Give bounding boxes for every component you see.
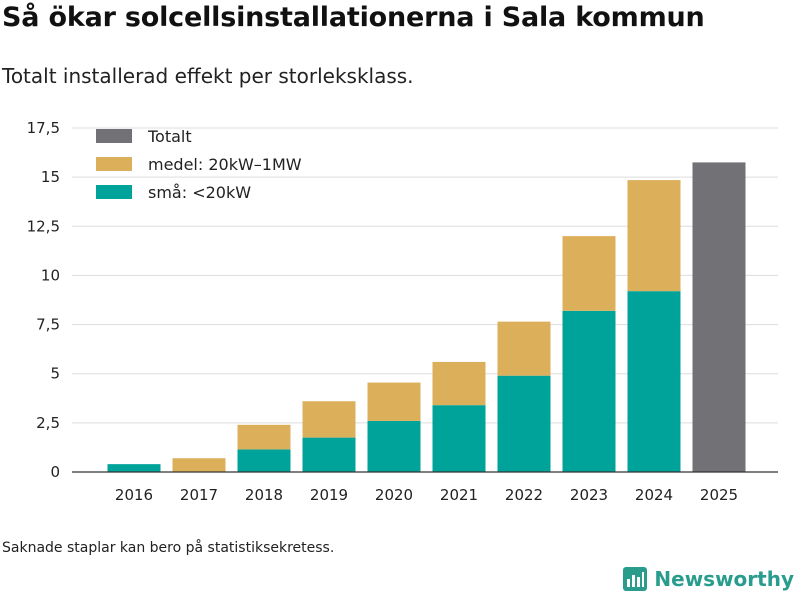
legend-label: medel: 20kW–1MW bbox=[148, 155, 302, 174]
x-tick-label: 2016 bbox=[115, 486, 153, 504]
bars bbox=[107, 162, 746, 472]
stacked-bar-chart: 0 2,5 5 7,5 10 12,5 15 17,5 2016 2017 2018 2019 202… bbox=[27, 119, 778, 504]
bar-segment bbox=[562, 236, 616, 311]
x-tick-label: 2023 bbox=[570, 486, 608, 504]
y-tick-label: 2,5 bbox=[36, 414, 60, 432]
y-tick-label: 12,5 bbox=[27, 217, 60, 235]
x-tick-label: 2017 bbox=[180, 486, 218, 504]
legend-label: Totalt bbox=[147, 127, 192, 146]
bar-segment bbox=[627, 180, 681, 292]
chart-subtitle: Totalt installerad effekt per storlekskl… bbox=[2, 64, 414, 88]
bar-segment bbox=[497, 375, 551, 472]
bar-segment bbox=[237, 424, 291, 450]
bar-segment bbox=[237, 449, 291, 472]
bar-segment bbox=[302, 437, 356, 472]
bar-segment bbox=[367, 382, 421, 421]
y-tick-label: 17,5 bbox=[27, 119, 60, 137]
legend-swatch bbox=[96, 129, 132, 143]
bar-segment bbox=[302, 401, 356, 438]
x-tick-label: 2020 bbox=[375, 486, 413, 504]
brand-logo[interactable]: Newsworthy bbox=[622, 566, 794, 592]
bar-segment bbox=[692, 162, 746, 472]
y-tick-label: 0 bbox=[50, 463, 60, 481]
bar-segment bbox=[432, 361, 486, 406]
x-tick-label: 2025 bbox=[700, 486, 738, 504]
brand-name: Newsworthy bbox=[654, 567, 794, 591]
gridlines bbox=[72, 127, 778, 424]
bar-segment bbox=[172, 458, 226, 472]
bar-segment bbox=[432, 405, 486, 472]
y-axis: 0 2,5 5 7,5 10 12,5 15 17,5 bbox=[27, 119, 60, 481]
bar-segment bbox=[627, 291, 681, 472]
x-tick-label: 2019 bbox=[310, 486, 348, 504]
legend-swatch bbox=[96, 157, 132, 171]
legend: Totalt medel: 20kW–1MW små: <20kW bbox=[96, 127, 302, 202]
x-axis: 2016 2017 2018 2019 2020 2021 2022 2023 2024 2025 bbox=[72, 471, 778, 504]
bar-segment bbox=[497, 321, 551, 376]
bar-segment bbox=[562, 310, 616, 472]
y-tick-label: 7,5 bbox=[36, 316, 60, 334]
y-tick-label: 10 bbox=[41, 266, 60, 284]
newsworthy-logo-icon bbox=[623, 567, 648, 591]
x-tick-label: 2021 bbox=[440, 486, 478, 504]
footnote: Saknade staplar kan bero på statistiksek… bbox=[2, 540, 335, 556]
legend-label: små: <20kW bbox=[148, 183, 251, 202]
x-tick-label: 2024 bbox=[635, 486, 673, 504]
legend-swatch bbox=[96, 185, 132, 199]
y-tick-label: 15 bbox=[41, 168, 60, 186]
x-tick-label: 2022 bbox=[505, 486, 543, 504]
chart-title: Så ökar solcellsinstallationerna i Sala … bbox=[2, 2, 705, 33]
bar-segment bbox=[367, 420, 421, 472]
x-tick-label: 2018 bbox=[245, 486, 283, 504]
y-tick-label: 5 bbox=[50, 365, 60, 383]
bar-segment bbox=[107, 464, 161, 472]
